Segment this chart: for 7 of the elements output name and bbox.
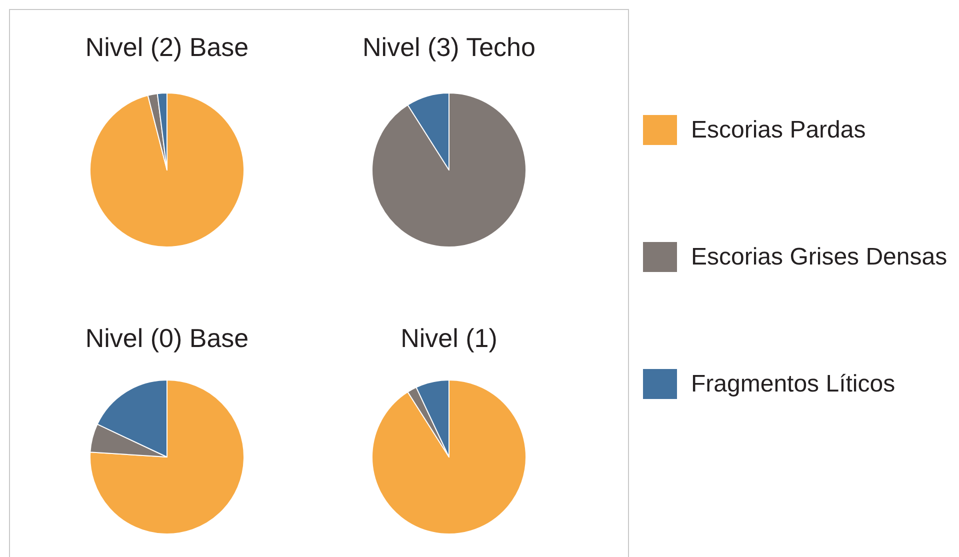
slice-label: Nivel (2) Base: [85, 32, 249, 62]
slice-label: Nivel (1): [400, 323, 498, 353]
legend-label: Escorias Pardas: [691, 116, 866, 144]
legend-label: Fragmentos Líticos: [691, 370, 896, 398]
slice-label: Nivel (3) Techo: [362, 32, 536, 62]
slice-label: Nivel (0) Base: [85, 323, 249, 353]
legend-label: Escorias Grises Densas: [691, 244, 948, 270]
